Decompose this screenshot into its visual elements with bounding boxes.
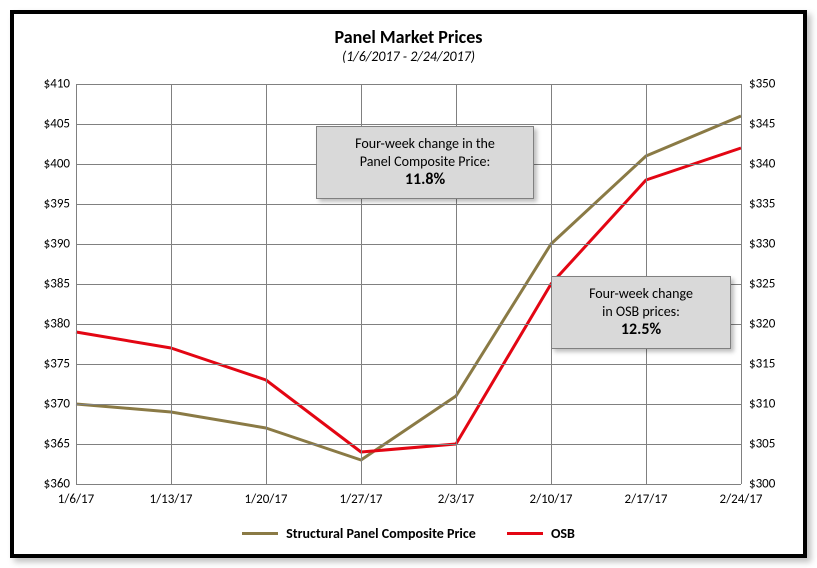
annotation-panel-composite-change: Four-week change in thePanel Composite P…: [316, 126, 534, 199]
x-tick-label: 2/10/17: [530, 492, 573, 507]
plot-area: $360$300$365$305$370$310$375$315$380$320…: [76, 84, 741, 484]
y-left-tick-label: $395: [22, 197, 70, 212]
x-tick-label: 1/27/17: [340, 492, 383, 507]
y-left-tick-label: $385: [22, 277, 70, 292]
annotation-line2: Panel Composite Price:: [331, 153, 519, 171]
y-right-tick-label: $330: [749, 237, 797, 252]
grid-line-h: [76, 124, 741, 125]
y-left-tick-label: $390: [22, 237, 70, 252]
y-left-tick-label: $410: [22, 77, 70, 92]
legend-label-composite: Structural Panel Composite Price: [286, 525, 476, 542]
legend-item-composite: Structural Panel Composite Price: [242, 525, 476, 542]
annotation-pct: 12.5%: [566, 320, 716, 340]
y-right-tick-label: $300: [749, 477, 797, 492]
legend-item-osb: OSB: [507, 525, 575, 542]
grid-line-v: [266, 84, 267, 484]
x-tick-label: 1/20/17: [245, 492, 288, 507]
y-right-tick-label: $350: [749, 77, 797, 92]
y-left-tick-label: $405: [22, 117, 70, 132]
grid-line-h: [76, 484, 741, 485]
grid-line-v: [76, 84, 77, 484]
x-tick-label: 2/17/17: [625, 492, 668, 507]
y-right-tick-label: $345: [749, 117, 797, 132]
annotation-osb-change: Four-week changein OSB prices:12.5%: [551, 276, 731, 349]
grid-line-v: [741, 84, 742, 484]
grid-line-h: [76, 204, 741, 205]
y-left-tick-label: $365: [22, 437, 70, 452]
y-right-tick-label: $305: [749, 437, 797, 452]
legend-swatch-composite: [242, 532, 278, 535]
chart-frame: Panel Market Prices (1/6/2017 - 2/24/201…: [10, 10, 807, 558]
grid-line-h: [76, 364, 741, 365]
y-left-tick-label: $360: [22, 477, 70, 492]
annotation-line2: in OSB prices:: [566, 303, 716, 321]
y-right-tick-label: $325: [749, 277, 797, 292]
x-tick-label: 1/13/17: [150, 492, 193, 507]
annotation-line1: Four-week change: [566, 285, 716, 303]
x-tick-label: 2/24/17: [720, 492, 763, 507]
annotation-pct: 11.8%: [331, 170, 519, 190]
annotation-line1: Four-week change in the: [331, 135, 519, 153]
y-right-tick-label: $320: [749, 317, 797, 332]
y-left-tick-label: $380: [22, 317, 70, 332]
legend: Structural Panel Composite Price OSB: [14, 522, 803, 542]
y-left-tick-label: $400: [22, 157, 70, 172]
chart-subtitle: (1/6/2017 - 2/24/2017): [14, 48, 803, 65]
grid-line-h: [76, 404, 741, 405]
x-tick-label: 2/3/17: [438, 492, 474, 507]
y-left-tick-label: $370: [22, 397, 70, 412]
legend-swatch-osb: [507, 532, 543, 535]
grid-line-h: [76, 244, 741, 245]
chart-title: Panel Market Prices: [14, 26, 803, 48]
grid-line-v: [171, 84, 172, 484]
y-left-tick-label: $375: [22, 357, 70, 372]
grid-line-h: [76, 84, 741, 85]
y-right-tick-label: $335: [749, 197, 797, 212]
y-right-tick-label: $315: [749, 357, 797, 372]
legend-label-osb: OSB: [551, 525, 575, 542]
y-right-tick-label: $310: [749, 397, 797, 412]
x-tick-label: 1/6/17: [58, 492, 94, 507]
y-right-tick-label: $340: [749, 157, 797, 172]
grid-line-h: [76, 444, 741, 445]
